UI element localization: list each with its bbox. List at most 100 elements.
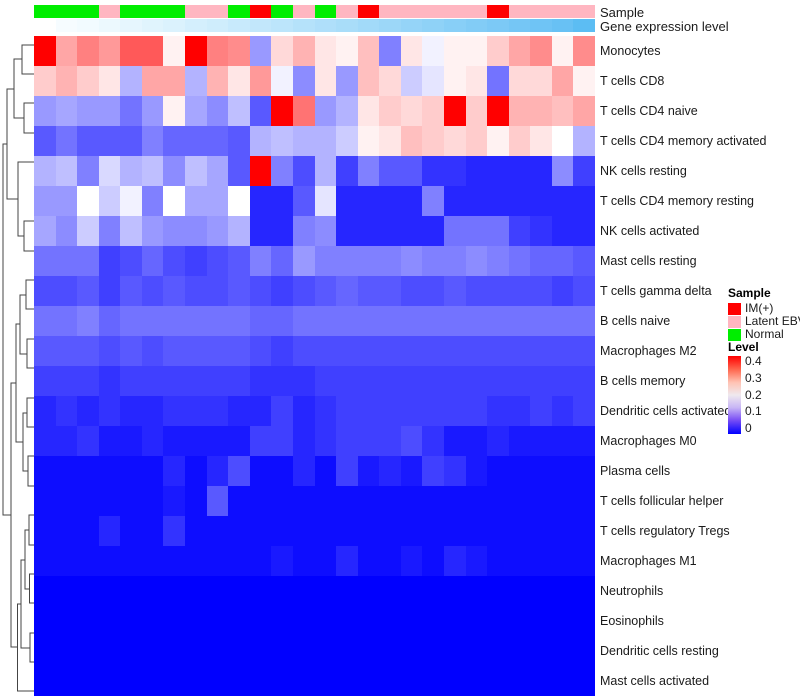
heatmap-cell (120, 456, 142, 486)
heatmap-cell (314, 306, 337, 336)
heatmap-cell (465, 576, 488, 606)
sample-annotation-cell (314, 5, 337, 18)
heatmap-cell (185, 186, 207, 216)
heatmap-cell (379, 456, 401, 486)
heatmap-cell (336, 456, 358, 486)
heatmap-cell (55, 456, 78, 486)
heatmap-cell (443, 246, 466, 276)
heatmap-cell (314, 396, 337, 426)
heatmap-cell (292, 456, 315, 486)
heatmap-cell (508, 96, 531, 126)
heatmap-cell (55, 486, 78, 516)
heatmap-cell (98, 66, 121, 96)
heatmap-cell (379, 216, 401, 246)
sample-annotation-cell (336, 5, 358, 18)
heatmap-cell (34, 666, 56, 696)
heatmap-row (34, 336, 596, 366)
heatmap-cell (98, 396, 121, 426)
heatmap-cell (422, 306, 444, 336)
heatmap-cell (400, 306, 423, 336)
heatmap-cell (206, 276, 229, 306)
gene-expression-annotation-cell (206, 19, 229, 32)
heatmap-cell (249, 516, 272, 546)
heatmap-cell (530, 156, 552, 186)
heatmap-cell (228, 156, 250, 186)
heatmap-cell (400, 486, 423, 516)
heatmap-cell (163, 486, 186, 516)
heatmap-cell (206, 396, 229, 426)
heatmap-cell (314, 336, 337, 366)
heatmap-cell (185, 546, 207, 576)
heatmap-cell (98, 456, 121, 486)
heatmap-cell (530, 636, 552, 666)
gene-expression-annotation-cell (314, 19, 337, 32)
gene-expression-annotation-cell (120, 19, 142, 32)
heatmap-cell (292, 366, 315, 396)
heatmap-cell (34, 216, 56, 246)
heatmap-cell (98, 216, 121, 246)
heatmap-cell (487, 486, 509, 516)
heatmap-cell (508, 486, 531, 516)
heatmap-cell (314, 456, 337, 486)
heatmap-cell (357, 426, 380, 456)
heatmap-cell (336, 156, 358, 186)
heatmap-cell (34, 636, 56, 666)
heatmap-cell (77, 546, 99, 576)
heatmap-cell (573, 456, 596, 486)
heatmap-cell (400, 666, 423, 696)
heatmap-cell (271, 36, 293, 66)
heatmap-cell (487, 96, 509, 126)
heatmap-cell (314, 636, 337, 666)
heatmap-cell (422, 36, 444, 66)
gene-expression-annotation-cell (422, 19, 444, 32)
heatmap-cell (551, 486, 574, 516)
heatmap-cell (271, 546, 293, 576)
heatmap-cell (185, 306, 207, 336)
heatmap-cell (163, 276, 186, 306)
heatmap-cell (249, 306, 272, 336)
heatmap-cell (336, 96, 358, 126)
heatmap-cell (55, 576, 78, 606)
sample-legend-label: Latent EBV (745, 314, 800, 328)
row-label: B cells naive (600, 314, 671, 328)
heatmap-cell (249, 276, 272, 306)
heatmap-cell (487, 126, 509, 156)
heatmap-cell (249, 666, 272, 696)
sample-legend-title: Sample (728, 286, 771, 300)
heatmap-cell (55, 336, 78, 366)
heatmap-cell (249, 366, 272, 396)
heatmap-cell (55, 606, 78, 636)
heatmap-cell (400, 336, 423, 366)
row-label: NK cells activated (600, 224, 700, 238)
heatmap-cell (530, 516, 552, 546)
gene-expression-annotation-cell (379, 19, 401, 32)
heatmap-cell (379, 426, 401, 456)
heatmap-cell (98, 186, 121, 216)
heatmap-cell (292, 36, 315, 66)
heatmap-cell (98, 306, 121, 336)
heatmap-cell (228, 186, 250, 216)
heatmap-cell (357, 546, 380, 576)
heatmap-cell (55, 366, 78, 396)
heatmap-cell (271, 336, 293, 366)
heatmap-cell (314, 366, 337, 396)
heatmap-cell (34, 126, 56, 156)
heatmap-cell (530, 216, 552, 246)
heatmap-cell (551, 426, 574, 456)
heatmap-cell (77, 666, 99, 696)
heatmap-cell (465, 456, 488, 486)
heatmap-cell (271, 126, 293, 156)
heatmap-cell (292, 186, 315, 216)
heatmap-cell (573, 516, 596, 546)
heatmap-cell (120, 396, 142, 426)
heatmap-cell (357, 576, 380, 606)
level-legend: Level 0.4 0.3 0.2 0.1 0 (728, 341, 798, 434)
heatmap-cell (77, 486, 99, 516)
heatmap-cell (379, 156, 401, 186)
heatmap-cell (55, 126, 78, 156)
sample-annotation-cell (573, 5, 596, 18)
heatmap-cell (120, 666, 142, 696)
sample-legend-item: IM(+) (728, 302, 798, 315)
heatmap-cell (379, 96, 401, 126)
heatmap-cell (551, 156, 574, 186)
